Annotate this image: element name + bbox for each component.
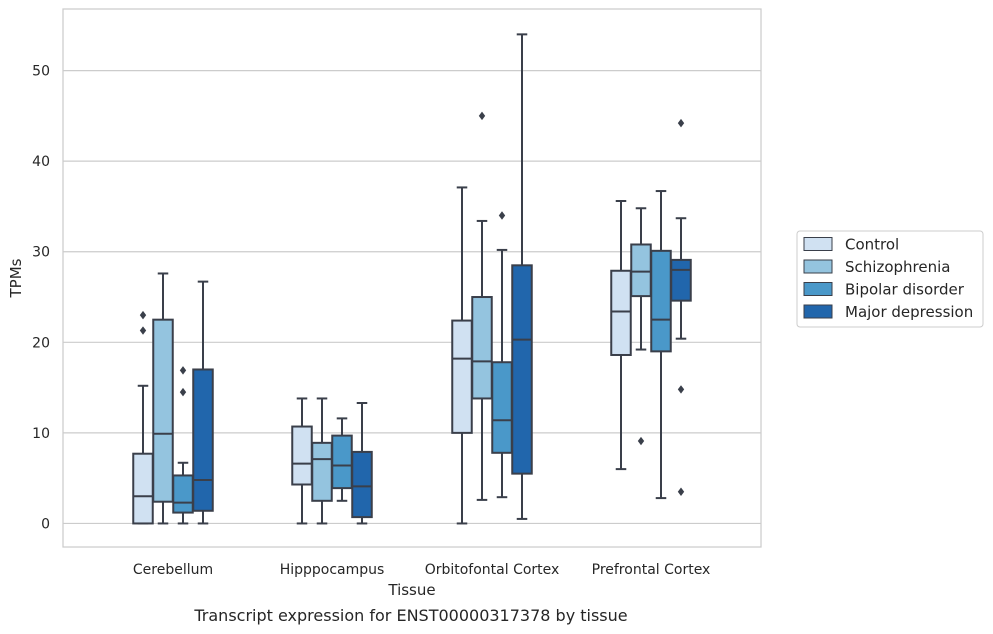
outlier-point bbox=[677, 487, 685, 496]
box-iqr bbox=[630, 243, 652, 298]
box-3-3 bbox=[670, 118, 692, 496]
x-tick-labels: Cerebellum Hipppocampus Orbitofontal Corte… bbox=[133, 562, 710, 578]
box-iqr bbox=[610, 269, 632, 356]
outlier-point bbox=[139, 310, 147, 320]
box-0-2 bbox=[172, 366, 194, 525]
box-3-0 bbox=[610, 200, 632, 471]
legend-label: Bipolar disorder bbox=[845, 281, 965, 299]
box-groups bbox=[132, 33, 692, 525]
outlier-point bbox=[139, 326, 147, 335]
y-tick-label: 0 bbox=[41, 516, 50, 532]
legend-swatch bbox=[803, 304, 833, 319]
legend-label: Major depression bbox=[845, 303, 973, 321]
box-2-1 bbox=[471, 111, 493, 501]
box-2-0 bbox=[451, 186, 473, 525]
legend-label: Schizophrenia bbox=[845, 258, 950, 276]
box-iqr bbox=[152, 318, 174, 503]
outlier-point bbox=[677, 385, 685, 394]
y-tick-labels: 0 10 20 30 40 50 bbox=[32, 64, 50, 533]
box-0-0 bbox=[132, 310, 154, 525]
outlier-point bbox=[478, 111, 486, 121]
box-iqr bbox=[650, 249, 672, 353]
legend-swatch bbox=[803, 282, 833, 296]
box-iqr bbox=[491, 361, 513, 454]
plot-frame bbox=[62, 8, 762, 548]
y-tick-label: 50 bbox=[32, 64, 50, 80]
legend: Control Schizophrenia Bipolar disorder Majo… bbox=[796, 230, 984, 328]
x-tick-label: Orbitofontal Cortex bbox=[425, 562, 560, 578]
y-axis-label: TPMs bbox=[7, 258, 25, 298]
box-iqr bbox=[511, 264, 533, 475]
box-iqr bbox=[132, 452, 154, 525]
box-iqr bbox=[471, 296, 493, 400]
box-iqr bbox=[670, 258, 692, 302]
x-tick-label: Hipppocampus bbox=[280, 562, 385, 578]
figure-caption: Transcript expression for ENST0000031737… bbox=[194, 606, 628, 625]
box-iqr bbox=[451, 319, 473, 434]
box-iqr bbox=[172, 474, 194, 514]
legend-swatch bbox=[803, 237, 833, 251]
x-tick-label: Prefrontal Cortex bbox=[592, 562, 711, 578]
box-iqr bbox=[311, 441, 333, 502]
x-tick-label: Cerebellum bbox=[133, 562, 213, 578]
outlier-point bbox=[677, 118, 685, 128]
outlier-point bbox=[637, 436, 645, 446]
box-3-2 bbox=[650, 190, 672, 500]
y-tick-label: 40 bbox=[32, 154, 50, 170]
y-tick-label: 20 bbox=[32, 335, 50, 351]
box-2-3 bbox=[511, 33, 533, 520]
outlier-point bbox=[179, 387, 187, 397]
x-axis-label: Tissue bbox=[387, 581, 435, 599]
outlier-point bbox=[179, 366, 187, 375]
box-1-3 bbox=[351, 401, 373, 525]
box-iqr bbox=[331, 434, 353, 490]
box-2-2 bbox=[491, 211, 513, 499]
legend-swatch bbox=[803, 259, 833, 274]
box-0-3 bbox=[192, 280, 214, 525]
box-0-1 bbox=[152, 272, 174, 525]
y-tick-label: 30 bbox=[32, 245, 50, 261]
legend-label: Control bbox=[845, 236, 899, 254]
y-tick-label: 10 bbox=[32, 426, 50, 442]
box-iqr bbox=[351, 450, 373, 519]
legend-frame bbox=[796, 230, 984, 328]
box-iqr bbox=[192, 368, 214, 512]
box-iqr bbox=[291, 425, 313, 486]
outlier-point bbox=[498, 211, 506, 220]
